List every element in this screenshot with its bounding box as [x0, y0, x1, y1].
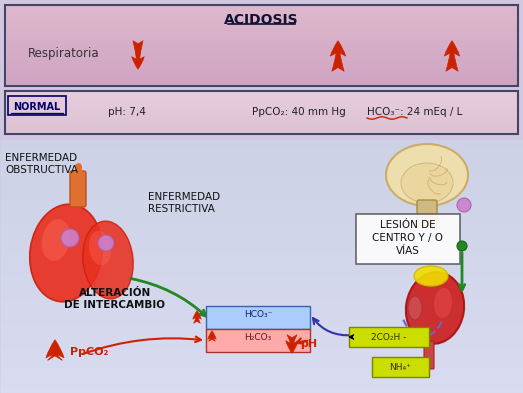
FancyBboxPatch shape	[206, 329, 310, 352]
Text: ENFERMEDAD
OBSTRUCTIVA: ENFERMEDAD OBSTRUCTIVA	[5, 153, 78, 175]
Circle shape	[61, 229, 79, 247]
Circle shape	[457, 241, 467, 251]
Ellipse shape	[406, 272, 464, 344]
Circle shape	[98, 235, 114, 251]
Circle shape	[457, 198, 471, 212]
Ellipse shape	[89, 231, 111, 265]
FancyBboxPatch shape	[206, 306, 310, 329]
FancyBboxPatch shape	[417, 200, 437, 226]
Text: NH₄⁺: NH₄⁺	[389, 362, 411, 371]
Text: pH: pH	[300, 339, 317, 349]
FancyBboxPatch shape	[349, 327, 429, 347]
Text: HCO₃⁻: HCO₃⁻	[244, 310, 272, 319]
FancyBboxPatch shape	[356, 214, 460, 264]
Ellipse shape	[30, 204, 103, 302]
Text: NORMAL: NORMAL	[14, 102, 61, 112]
Ellipse shape	[414, 266, 448, 286]
Text: ALTERACIÓN
DE INTERCAMBIO: ALTERACIÓN DE INTERCAMBIO	[64, 288, 165, 310]
Ellipse shape	[83, 221, 133, 299]
Text: H₂CO₃: H₂CO₃	[244, 333, 271, 342]
Text: LESIÓN DE
CENTRO Y / O
VÍAS: LESIÓN DE CENTRO Y / O VÍAS	[372, 220, 444, 256]
Ellipse shape	[434, 288, 452, 318]
FancyBboxPatch shape	[424, 341, 434, 369]
Text: Respiratoria: Respiratoria	[28, 46, 99, 59]
FancyBboxPatch shape	[70, 171, 86, 207]
Ellipse shape	[42, 219, 71, 261]
FancyBboxPatch shape	[372, 357, 429, 377]
Text: ACIDOSIS: ACIDOSIS	[224, 13, 298, 27]
Text: ENFERMEDAD
RESTRICTIVA: ENFERMEDAD RESTRICTIVA	[148, 192, 220, 215]
Text: 2CO₂H -: 2CO₂H -	[371, 332, 407, 342]
Ellipse shape	[401, 163, 453, 203]
Text: PpCO₂: PpCO₂	[70, 347, 108, 357]
Text: pH: 7,4: pH: 7,4	[108, 107, 146, 117]
Ellipse shape	[386, 144, 468, 206]
Text: HCO₃⁻: 24 mEq / L: HCO₃⁻: 24 mEq / L	[367, 107, 462, 117]
Ellipse shape	[408, 296, 422, 320]
Text: PpCO₂: 40 mm Hg: PpCO₂: 40 mm Hg	[252, 107, 346, 117]
